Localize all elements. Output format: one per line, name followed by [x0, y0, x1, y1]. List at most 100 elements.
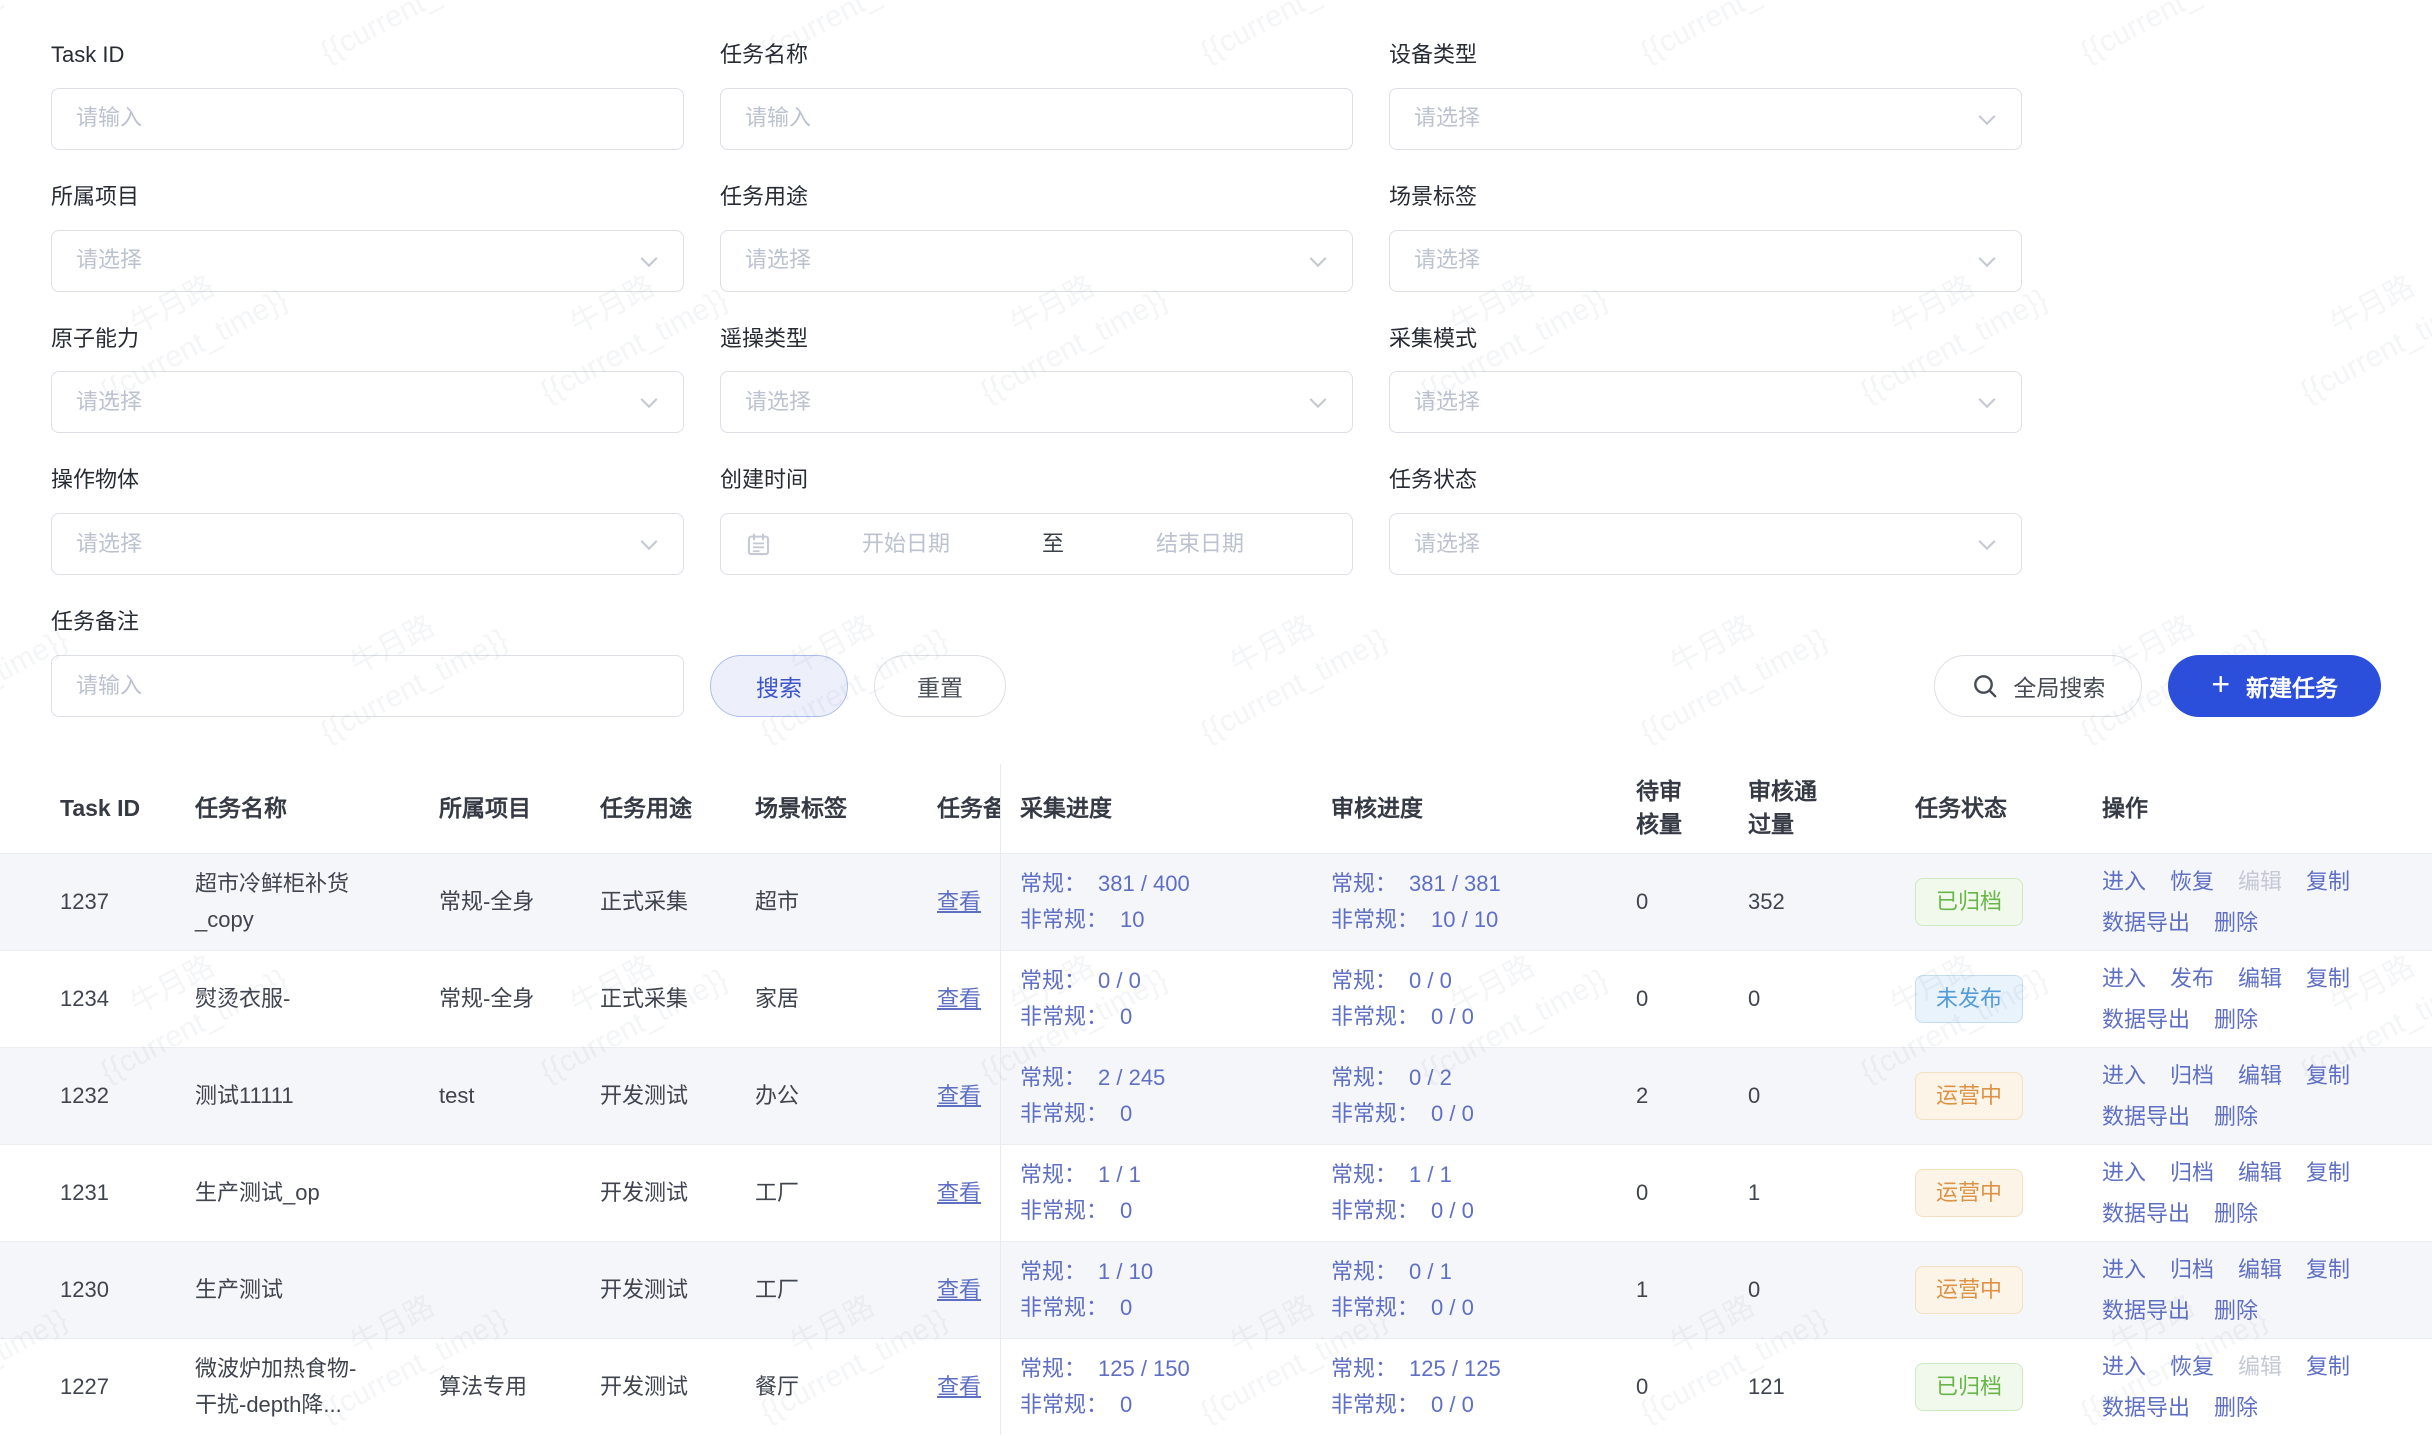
action-link[interactable]: 复制 [2306, 868, 2351, 894]
date-range-control[interactable]: 开始日期 至 结束日期 [720, 513, 1353, 576]
chevron-down-icon [1978, 391, 1996, 409]
action-link[interactable]: 删除 [2214, 1006, 2259, 1032]
progress-label: 非常规： [1020, 1294, 1109, 1320]
progress-label: 非常规： [1331, 906, 1420, 932]
action-link[interactable]: 复制 [2306, 1159, 2351, 1185]
project-text: 常规-全身 [439, 985, 535, 1011]
progress-value: 10 [1120, 906, 1145, 932]
cell-approved-count: 121 [1748, 1373, 1785, 1399]
action-link[interactable]: 进入 [2102, 965, 2147, 991]
progress-line: 非常规： 0 / 0 [1331, 1096, 1636, 1132]
view-remark-link[interactable]: 查看 [937, 1082, 982, 1108]
cell-task-name: 生产测试_op [195, 1175, 439, 1211]
view-remark-link[interactable]: 查看 [937, 1179, 982, 1205]
view-remark-link[interactable]: 查看 [937, 1373, 982, 1399]
progress-value: 0 / 1 [1409, 1258, 1452, 1284]
table-body: 1237 超市冷鲜柜补货_copy 常规-全身 正式采集 超市 查看 常规： 381 / 40… [0, 852, 2432, 1435]
task-name-text: 熨烫衣服- [195, 985, 291, 1011]
action-link[interactable]: 数据导出 [2102, 1200, 2191, 1226]
status-badge: 运营中 [1915, 1072, 2024, 1120]
select-placeholder: 请选择 [76, 388, 143, 414]
view-remark-link[interactable]: 查看 [937, 888, 982, 914]
action-link[interactable]: 归档 [2170, 1256, 2215, 1282]
action-link[interactable]: 归档 [2170, 1159, 2215, 1185]
action-link[interactable]: 进入 [2102, 1256, 2147, 1282]
cell-pending-count: 2 [1636, 1082, 1649, 1108]
cell-remark: 查看 [937, 1081, 1000, 1112]
progress-cell: 常规： 0 / 2 非常规： 0 / 0 [1331, 1060, 1636, 1132]
progress-label: 常规： [1331, 1064, 1398, 1090]
select-control[interactable]: 请选择 [720, 371, 1353, 434]
progress-value: 0 / 0 [1431, 1003, 1474, 1029]
cell-project: 常规-全身 [439, 981, 600, 1017]
progress-label: 常规： [1020, 1064, 1087, 1090]
action-link[interactable]: 编辑 [2238, 1256, 2283, 1282]
select-control[interactable]: 请选择 [720, 229, 1353, 292]
action-link[interactable]: 删除 [2214, 1200, 2259, 1226]
cell-task-name: 超市冷鲜柜补货_copy [195, 866, 439, 938]
select-control[interactable]: 请选择 [51, 371, 684, 434]
progress-value: 0 / 0 [1431, 1294, 1474, 1320]
select-control[interactable]: 请选择 [1389, 371, 2022, 434]
global-search-button[interactable]: 全局搜索 [1934, 654, 2143, 717]
cell-status: 已归档 [1915, 1363, 2102, 1411]
table-row: 1231 生产测试_op 开发测试 工厂 查看 常规： 1 / 1 非常规： 0 常规： 1 / 1… [0, 1143, 2432, 1241]
action-link[interactable]: 复制 [2306, 965, 2351, 991]
cell-actions: 进入 归档 编辑 复制数据导出 删除 [2102, 1055, 2432, 1137]
cell-purpose: 正式采集 [600, 985, 689, 1011]
action-link[interactable]: 进入 [2102, 1353, 2147, 1379]
action-link[interactable]: 删除 [2214, 909, 2259, 935]
progress-label: 非常规： [1331, 1100, 1420, 1126]
action-link[interactable]: 发布 [2170, 965, 2215, 991]
select-control[interactable]: 请选择 [51, 229, 684, 292]
view-remark-link[interactable]: 查看 [937, 1276, 982, 1302]
select-control[interactable]: 请选择 [1389, 87, 2022, 150]
action-link[interactable]: 恢复 [2170, 1353, 2215, 1379]
field-label: 原子能力 [51, 325, 140, 351]
column-header: 任务状态 [1915, 795, 2007, 822]
progress-line: 常规： 381 / 400 [1020, 866, 1331, 902]
task-name-text: 微波炉加热食物-干扰-depth降... [195, 1355, 357, 1417]
action-link[interactable]: 数据导出 [2102, 1394, 2191, 1420]
view-remark-link[interactable]: 查看 [937, 985, 982, 1011]
action-link[interactable]: 数据导出 [2102, 1297, 2191, 1323]
action-link[interactable]: 删除 [2214, 1103, 2259, 1129]
progress-line: 非常规： 10 / 10 [1331, 902, 1636, 938]
action-link[interactable]: 数据导出 [2102, 1006, 2191, 1032]
field-label: 所属项目 [51, 183, 140, 209]
progress-label: 非常规： [1020, 1197, 1109, 1223]
action-link[interactable]: 进入 [2102, 1062, 2147, 1088]
remark-field: 任务备注 [51, 607, 684, 717]
select-control[interactable]: 请选择 [1389, 229, 2022, 292]
select-control[interactable]: 请选择 [1389, 513, 2022, 576]
field-label: Task ID [51, 42, 125, 67]
action-link[interactable]: 删除 [2214, 1297, 2259, 1323]
action-link[interactable]: 复制 [2306, 1062, 2351, 1088]
action-link[interactable]: 数据导出 [2102, 1103, 2191, 1129]
action-link[interactable]: 编辑 [2238, 965, 2283, 991]
cell-project: 算法专用 [439, 1369, 600, 1405]
cell-project: 常规-全身 [439, 884, 600, 920]
text-input[interactable] [76, 670, 659, 702]
text-input[interactable] [76, 103, 659, 135]
progress-value: 0 / 0 [1431, 1100, 1474, 1126]
action-link[interactable]: 恢复 [2170, 868, 2215, 894]
action-link[interactable]: 删除 [2214, 1394, 2259, 1420]
reset-button[interactable]: 重置 [874, 654, 1006, 717]
select-control[interactable]: 请选择 [51, 513, 684, 576]
progress-label: 常规： [1331, 870, 1398, 896]
action-link[interactable]: 进入 [2102, 1159, 2147, 1185]
action-link[interactable]: 复制 [2306, 1256, 2351, 1282]
action-link[interactable]: 数据导出 [2102, 909, 2191, 935]
new-task-button[interactable]: + 新建任务 [2168, 654, 2381, 717]
filter-last-row: 任务备注 搜索 重置 全局搜索 + 新建任务 [51, 607, 2381, 717]
progress-label: 常规： [1331, 967, 1398, 993]
action-link[interactable]: 编辑 [2238, 1062, 2283, 1088]
cell-remark: 查看 [937, 1178, 1000, 1209]
action-link[interactable]: 复制 [2306, 1353, 2351, 1379]
search-button[interactable]: 搜索 [710, 654, 848, 717]
action-link[interactable]: 归档 [2170, 1062, 2215, 1088]
action-link[interactable]: 进入 [2102, 868, 2147, 894]
action-link[interactable]: 编辑 [2238, 1159, 2283, 1185]
text-input[interactable] [745, 103, 1328, 135]
